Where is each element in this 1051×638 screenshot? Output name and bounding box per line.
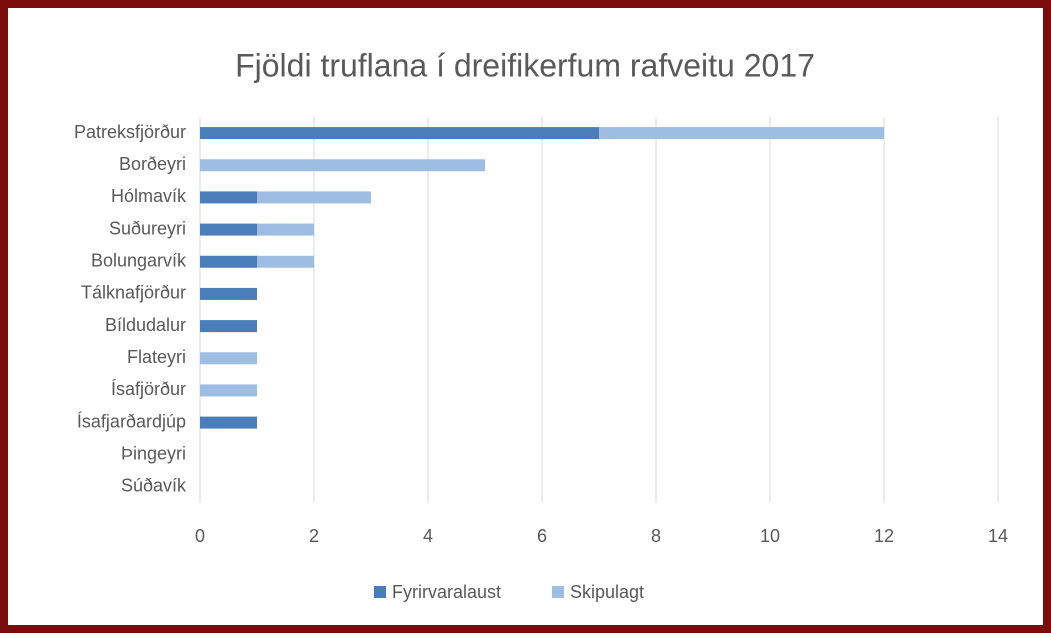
y-tick-label: Hólmavík bbox=[111, 186, 187, 206]
bar-segment bbox=[200, 191, 257, 204]
bar-segment bbox=[200, 384, 257, 397]
x-tick-label: 8 bbox=[651, 526, 661, 546]
chart-title: Fjöldi truflana í dreifikerfum rafveitu … bbox=[235, 47, 815, 83]
x-tick-label: 2 bbox=[309, 526, 319, 546]
y-tick-label: Suðureyri bbox=[109, 218, 186, 238]
bar-segment bbox=[257, 191, 371, 204]
legend-swatch bbox=[552, 586, 564, 598]
y-tick-label: Súðavík bbox=[121, 476, 187, 496]
x-tick-label: 6 bbox=[537, 526, 547, 546]
y-tick-label: Bíldudalur bbox=[105, 315, 186, 335]
bar-segment bbox=[200, 287, 257, 300]
bar-segment bbox=[257, 255, 314, 268]
y-tick-label: Bolungarvík bbox=[91, 251, 187, 271]
legend-label: Fyrirvaralaust bbox=[392, 582, 501, 602]
y-tick-label: Borðeyri bbox=[119, 154, 186, 174]
legend-swatch bbox=[374, 586, 386, 598]
y-tick-label: Flateyri bbox=[127, 347, 186, 367]
y-tick-label: Ísafjarðardjúp bbox=[77, 411, 186, 431]
bar-segment bbox=[200, 416, 257, 429]
y-tick-label: Þingeyri bbox=[121, 444, 186, 464]
x-tick-label: 12 bbox=[874, 526, 894, 546]
x-tick-label: 4 bbox=[423, 526, 433, 546]
y-tick-label: Ísafjörður bbox=[111, 379, 186, 399]
legend-label: Skipulagt bbox=[570, 582, 644, 602]
y-tick-label: Tálknafjörður bbox=[81, 283, 186, 303]
y-tick-label: Patreksfjörður bbox=[74, 122, 186, 142]
bar-segment bbox=[200, 352, 257, 365]
bar-segment bbox=[200, 127, 599, 140]
bar-segment bbox=[200, 255, 257, 268]
x-tick-label: 0 bbox=[195, 526, 205, 546]
x-tick-label: 10 bbox=[760, 526, 780, 546]
bar-segment bbox=[257, 223, 314, 236]
bar-segment bbox=[599, 127, 884, 140]
bar-segment bbox=[200, 223, 257, 236]
x-tick-label: 14 bbox=[988, 526, 1008, 546]
bar-segment bbox=[200, 320, 257, 333]
bar-segment bbox=[200, 159, 485, 172]
